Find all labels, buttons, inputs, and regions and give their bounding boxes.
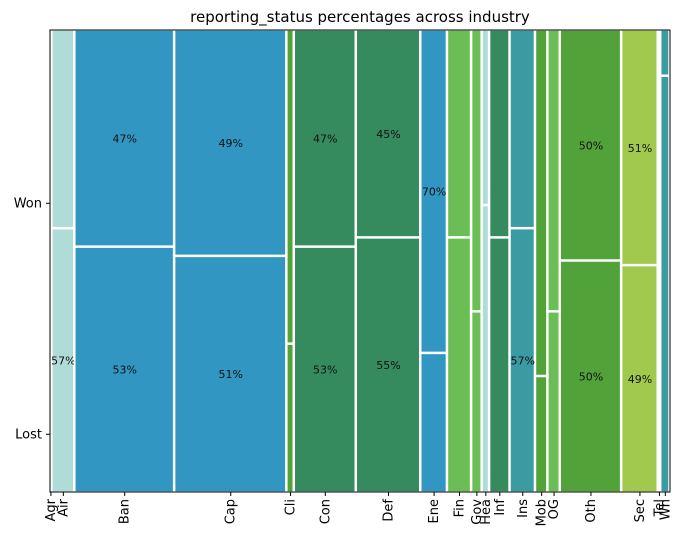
x-tick-label-ins: Ins (516, 499, 531, 518)
tile-inf-lost (488, 237, 510, 493)
x-tick-label-con: Con (318, 499, 333, 524)
tile-gov-lost (470, 311, 482, 493)
x-tick-label-mob: Mob (535, 499, 550, 526)
tile-fin-lost (446, 237, 472, 493)
tile-oth-lost (559, 260, 622, 493)
tile-hea-won (481, 29, 490, 206)
pct-label-oth-won: 50% (579, 140, 603, 153)
tile-wh-won (659, 29, 670, 76)
tile-cli-lost (286, 343, 295, 493)
pct-label-ene: 70% (422, 186, 446, 199)
x-tick-label-wh: Wh (658, 499, 673, 520)
tile-gov-won (470, 29, 482, 312)
tile-ene-lost (420, 352, 448, 493)
pct-label-con-lost: 53% (313, 364, 337, 377)
y-axis: Won Lost (14, 196, 50, 442)
x-tick-label-def: Def (382, 499, 397, 522)
pct-label-ins: 57% (511, 354, 535, 367)
x-tick-label-tel: Tel (652, 499, 667, 517)
x-tick-label-cap: Cap (224, 499, 239, 524)
pct-label-cap-won: 49% (219, 137, 243, 150)
tile-mob-lost (534, 375, 548, 493)
pct-label-con-won: 47% (313, 133, 337, 146)
tile-sec-won (620, 29, 658, 266)
x-tick-label-gov: Gov (470, 499, 485, 525)
tile-oth-won (559, 29, 622, 261)
x-tick-label-ene: Ene (427, 499, 442, 523)
x-tick-label-sec: Sec (633, 499, 648, 522)
x-tick-label-inf: Inf (493, 499, 508, 516)
pct-label-cap-lost: 51% (219, 368, 243, 381)
pct-label-ban-won: 47% (112, 133, 136, 146)
y-tick-label-lost: Lost (15, 427, 42, 442)
y-tick-label-won: Won (14, 196, 42, 211)
x-tick-label-oth: Oth (584, 499, 599, 523)
x-tick-label-hea: Hea (479, 499, 494, 525)
tile-tel-lost (657, 260, 661, 493)
tile-fin-won (446, 29, 472, 238)
tiles-layer: 57% 47% 53% 49% 51% 47% 53% 45% 55% 70% 57% 50% 50% 5… (49, 29, 670, 493)
pct-label-sec-lost: 49% (628, 373, 652, 386)
pct-label-def-lost: 55% (376, 359, 400, 372)
tile-cap-won (173, 29, 287, 257)
tile-cli-won (286, 29, 295, 344)
tile-ins-won (509, 29, 536, 229)
x-tick-label-og: OG (547, 499, 562, 519)
tile-hea-lost (481, 204, 490, 493)
tile-og-won (547, 29, 561, 312)
tile-sec-lost (620, 264, 658, 493)
plot-frame (49, 29, 671, 493)
tile-con-lost (293, 246, 357, 493)
x-tick-label-cli: Cli (284, 499, 299, 515)
pct-label-def-won: 45% (376, 128, 400, 141)
tile-con-won (293, 29, 357, 247)
pct-label-oth-lost: 50% (579, 371, 603, 384)
tile-air-won (51, 29, 75, 229)
tile-def-won (355, 29, 421, 238)
tile-mob-won (534, 29, 548, 377)
tile-wh-lost (659, 75, 670, 493)
tile-inf-won (488, 29, 510, 238)
tile-og-lost (547, 311, 561, 493)
x-tick-label-air: Air (56, 498, 71, 517)
chart-title: reporting_status percentages across indu… (190, 8, 530, 27)
x-tick-label-agr: Agr (44, 498, 59, 521)
x-tick-label-fin: Fin (453, 499, 468, 517)
tile-cap-lost (173, 255, 287, 493)
tile-tel-won (657, 29, 661, 261)
pct-label-ban-lost: 53% (112, 364, 136, 377)
tile-ban-lost (74, 246, 175, 493)
x-tick-label-ban: Ban (118, 499, 133, 524)
pct-label-air: 57% (51, 354, 75, 367)
pct-label-sec-won: 51% (628, 142, 652, 155)
